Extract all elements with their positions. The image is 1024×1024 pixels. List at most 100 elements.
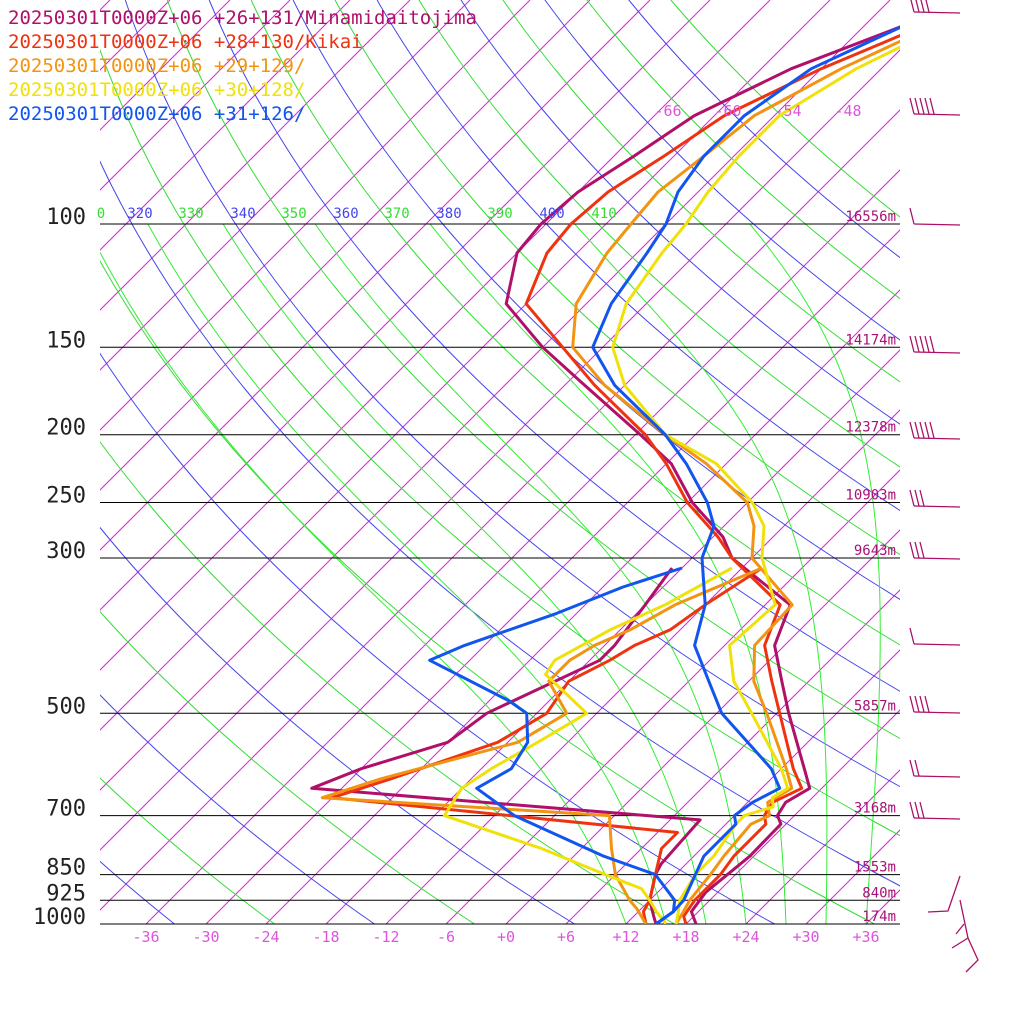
isotherm-line xyxy=(685,709,900,924)
dry-adiabat-line xyxy=(100,610,475,924)
wind-barb-feather xyxy=(929,97,935,115)
isotherm-line xyxy=(145,169,900,924)
wind-barb-feather xyxy=(919,695,925,713)
wind-barb xyxy=(909,335,961,354)
isotherm-line xyxy=(926,0,1024,924)
wind-barb-feather xyxy=(951,937,969,949)
wind-barb-staff xyxy=(913,351,961,354)
wind-barb-feather xyxy=(929,421,935,439)
pressure-label-925: 925 xyxy=(46,881,86,906)
theta-label: 400 xyxy=(539,206,564,222)
wind-barb-feather xyxy=(919,541,925,559)
isotherm-line xyxy=(100,49,900,851)
wind-barb-feather xyxy=(915,0,920,13)
legend-entry-4: 20250301T0000Z+06 +31+126/ xyxy=(8,103,305,125)
wind-barb-feather xyxy=(925,0,930,13)
isotherm-line xyxy=(505,529,900,924)
dry-adiabat-line xyxy=(376,0,900,512)
wind-barb-feather xyxy=(914,97,920,115)
wind-barb-feather xyxy=(919,489,925,507)
upper-temp-label: -48 xyxy=(834,102,861,120)
wind-barb-feather xyxy=(919,421,925,439)
wind-barb-feather xyxy=(914,695,920,713)
wind-barb-feather xyxy=(924,695,930,713)
wind-barb-feather xyxy=(919,335,925,353)
pressure-label-700: 700 xyxy=(46,797,86,822)
wind-barb-staff xyxy=(913,775,961,778)
wind-barb-staff xyxy=(913,437,961,440)
wind-barb xyxy=(909,207,961,226)
dry-adiabat-line xyxy=(166,0,900,740)
wind-barb-feather xyxy=(914,335,920,353)
theta-label: 0 xyxy=(97,206,105,222)
height-label-1000: 174m xyxy=(862,909,896,925)
wind-barb-feather xyxy=(909,207,915,225)
wind-barb-staff xyxy=(959,899,979,973)
dry-adiabat-line xyxy=(100,440,675,924)
height-label-150: 14174m xyxy=(845,332,896,348)
pressure-label-850: 850 xyxy=(46,856,86,881)
temp-tick-label: +6 xyxy=(557,928,575,946)
isotherm-line xyxy=(805,829,900,924)
height-label-100: 16556m xyxy=(845,209,896,225)
legend-entry-1: 20250301T0000Z+06 +28+130/Kikai xyxy=(8,31,363,53)
wind-barb-feather xyxy=(920,0,925,13)
pressure-label-150: 150 xyxy=(46,328,86,353)
moist-adiabat-line xyxy=(429,223,787,924)
wind-barb xyxy=(909,541,961,560)
wind-barb xyxy=(909,759,961,778)
wind-barb-feather xyxy=(914,421,920,439)
dry-adiabat-line xyxy=(250,0,900,646)
temp-tick-label: -36 xyxy=(132,928,159,946)
wind-barb xyxy=(909,489,961,508)
wind-barb-feather xyxy=(919,97,925,115)
isotherm-line xyxy=(0,0,50,924)
isotherm-line xyxy=(100,0,891,791)
wind-barb-feather xyxy=(909,695,915,713)
dry-adiabat-line xyxy=(124,0,900,788)
wind-barb-surface xyxy=(927,875,979,973)
dry-adiabat-line xyxy=(502,0,900,383)
series-3-dewpoint-line xyxy=(442,566,733,924)
wind-barb-feather xyxy=(909,801,915,819)
pressure-label-300: 300 xyxy=(46,539,86,564)
wind-barb-feather xyxy=(914,489,920,507)
wind-barb-staff xyxy=(913,505,961,508)
theta-label: 350 xyxy=(281,206,306,222)
dry-adiabat-line xyxy=(334,0,900,556)
temp-tick-label: +0 xyxy=(497,928,515,946)
isotherm-line xyxy=(100,0,171,71)
dry-adiabat-lines xyxy=(100,0,900,924)
height-label-300: 9643m xyxy=(854,543,896,559)
temp-tick-label: -24 xyxy=(252,928,279,946)
sounding-series xyxy=(310,25,900,924)
dry-adiabat-line xyxy=(100,694,375,924)
dry-adiabat-line xyxy=(208,0,900,692)
theta-label: 360 xyxy=(333,206,358,222)
wind-barb xyxy=(909,801,961,820)
wind-barb-staff xyxy=(913,11,961,14)
dry-adiabat-line xyxy=(628,0,900,259)
height-label-700: 3168m xyxy=(854,801,896,817)
dry-adiabat-line xyxy=(418,0,900,468)
isotherm-line xyxy=(100,0,531,431)
wind-barb-staff xyxy=(913,223,961,226)
temp-tick-label: +24 xyxy=(732,928,759,946)
temp-tick-label: -6 xyxy=(437,928,455,946)
isotherm-line xyxy=(445,469,900,924)
dry-adiabat-line xyxy=(292,0,900,600)
wind-barb-feather xyxy=(909,489,915,507)
isotherm-line xyxy=(100,0,411,311)
wind-barb-feather xyxy=(914,541,920,559)
pressure-label-200: 200 xyxy=(46,416,86,441)
legend-entry-2: 20250301T0000Z+06 +29+129/ xyxy=(8,55,305,77)
legend-entry-3: 20250301T0000Z+06 +30+128/ xyxy=(8,79,305,101)
wind-barb-feather xyxy=(914,759,920,777)
isotherm-line xyxy=(100,0,831,731)
isotherm-line xyxy=(100,0,351,251)
series-2-temperature-line xyxy=(571,39,900,924)
theta-label: 370 xyxy=(384,206,409,222)
moist-adiabat-line xyxy=(222,223,707,924)
